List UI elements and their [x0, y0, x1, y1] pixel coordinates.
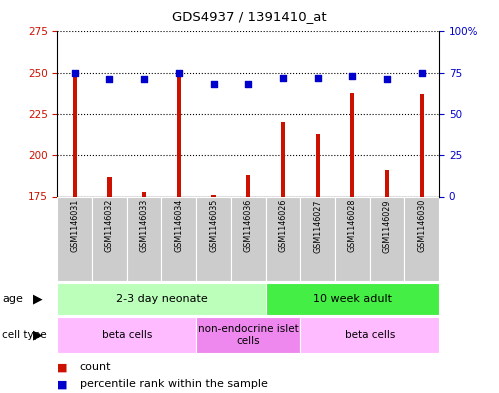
Bar — [92, 196, 127, 281]
Text: count: count — [80, 362, 111, 373]
Text: GDS4937 / 1391410_at: GDS4937 / 1391410_at — [172, 10, 327, 23]
Bar — [265, 283, 439, 314]
Bar — [315, 134, 320, 196]
Text: GSM1146034: GSM1146034 — [174, 199, 183, 252]
Bar — [162, 196, 196, 281]
Point — [175, 70, 183, 76]
Text: GSM1146032: GSM1146032 — [105, 199, 114, 252]
Bar — [404, 196, 439, 281]
Text: GSM1146030: GSM1146030 — [417, 199, 426, 252]
Bar — [281, 122, 285, 196]
Bar — [107, 177, 111, 196]
Point — [244, 81, 252, 87]
Point — [383, 76, 391, 83]
Point — [418, 70, 426, 76]
Bar — [212, 195, 216, 196]
Text: GSM1146028: GSM1146028 — [348, 199, 357, 252]
Text: GSM1146035: GSM1146035 — [209, 199, 218, 252]
Bar — [300, 196, 335, 281]
Text: GSM1146029: GSM1146029 — [383, 199, 392, 253]
Point — [140, 76, 148, 83]
Text: non-endocrine islet
cells: non-endocrine islet cells — [198, 324, 298, 346]
Bar — [246, 175, 250, 196]
Point — [210, 81, 218, 87]
Point — [314, 75, 322, 81]
Text: percentile rank within the sample: percentile rank within the sample — [80, 379, 268, 389]
Bar — [73, 73, 77, 196]
Text: beta cells: beta cells — [102, 330, 152, 340]
Text: 10 week adult: 10 week adult — [313, 294, 392, 304]
Text: ▶: ▶ — [32, 292, 42, 305]
Bar — [196, 318, 300, 353]
Point — [279, 75, 287, 81]
Point — [348, 73, 356, 79]
Bar — [385, 170, 389, 196]
Text: ▶: ▶ — [32, 328, 42, 342]
Bar — [196, 196, 231, 281]
Bar — [127, 196, 162, 281]
Bar — [350, 92, 354, 196]
Text: cell type: cell type — [2, 330, 47, 340]
Bar — [177, 73, 181, 196]
Bar — [265, 196, 300, 281]
Bar — [57, 196, 92, 281]
Text: GSM1146036: GSM1146036 — [244, 199, 253, 252]
Text: GSM1146031: GSM1146031 — [70, 199, 79, 252]
Bar — [231, 196, 265, 281]
Text: age: age — [2, 294, 23, 304]
Text: GSM1146026: GSM1146026 — [278, 199, 287, 252]
Text: ■: ■ — [57, 362, 68, 373]
Text: ■: ■ — [57, 379, 68, 389]
Bar — [142, 191, 146, 196]
Bar — [300, 318, 439, 353]
Point — [105, 76, 113, 83]
Bar — [335, 196, 370, 281]
Bar — [370, 196, 404, 281]
Bar — [57, 318, 196, 353]
Bar — [57, 283, 265, 314]
Text: 2-3 day neonate: 2-3 day neonate — [116, 294, 208, 304]
Point — [71, 70, 79, 76]
Text: GSM1146027: GSM1146027 — [313, 199, 322, 253]
Bar — [420, 94, 424, 196]
Text: GSM1146033: GSM1146033 — [140, 199, 149, 252]
Text: beta cells: beta cells — [344, 330, 395, 340]
